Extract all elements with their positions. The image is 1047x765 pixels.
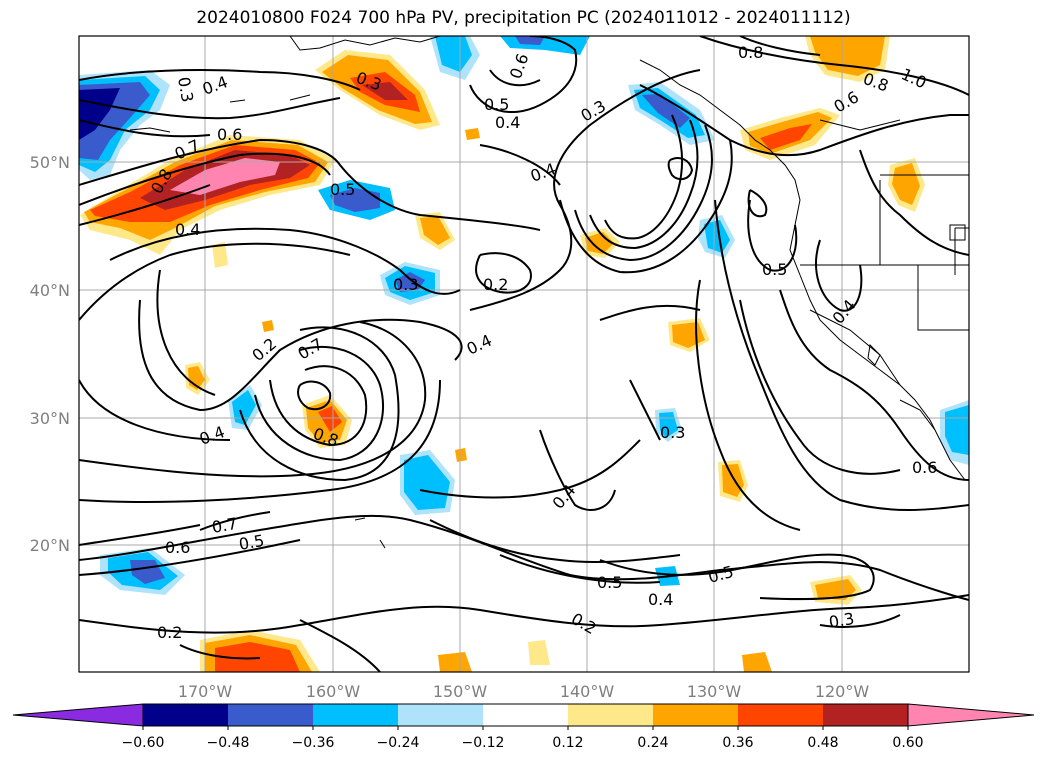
colorbar-swatch [398, 704, 483, 726]
map-title: 2024010800 F024 700 hPa PV, precipitatio… [196, 8, 851, 28]
contour-labels: 0.3 0.4 0.6 0.7 0.8 0.3 0.5 0.4 0.6 0.3 … [147, 43, 937, 642]
colorbar-swatch [228, 704, 313, 726]
colorbar-tick-label: −0.12 [462, 735, 505, 751]
contour-label: 0.5 [330, 180, 355, 199]
colorbar-tick-label: 0.36 [722, 735, 753, 751]
contour-label: 0.2 [157, 623, 182, 642]
colorbar-swatch [483, 704, 568, 726]
colorbar-tick-label: −0.24 [377, 735, 420, 751]
contour-label: 0.6 [912, 458, 937, 477]
colorbar-tick-label: −0.36 [292, 735, 335, 751]
contour-label: 0.3 [174, 75, 197, 103]
pv-contours [79, 36, 969, 672]
contour-label: 0.7 [210, 514, 238, 537]
contour-label: 0.4 [175, 220, 200, 239]
lon-label-140w: 140°W [560, 682, 615, 701]
contour-label: 0.3 [827, 609, 855, 632]
colorbar-extend-high [907, 703, 1035, 727]
colorbar-swatch [313, 704, 398, 726]
contour-label: 0.5 [484, 95, 509, 114]
colorbar-tick-label: 0.24 [637, 735, 668, 751]
colorbar-tick-label: 0.48 [807, 735, 838, 751]
colorbar-swatch [143, 704, 228, 726]
colorbar-extend-low [12, 703, 144, 727]
contour-label: 0.8 [738, 43, 763, 62]
colorbar-swatch [738, 704, 823, 726]
contour-label: 0.4 [495, 113, 520, 132]
colorbar-tick-label: 0.12 [552, 735, 583, 751]
colorbar-outline [142, 703, 909, 727]
contour-label: 0.5 [237, 531, 265, 554]
colorbar-swatch [823, 704, 908, 726]
lon-label-130w: 130°W [687, 682, 742, 701]
lat-label-50n: 50°N [30, 153, 70, 172]
colorbar: −0.60 −0.48 −0.36 −0.24 −0.12 0.12 0.24 0.36 0.4… [12, 703, 1035, 751]
contour-label: 0.6 [165, 538, 190, 557]
contour-label: 0.3 [393, 275, 418, 294]
longitude-labels: 170°W 160°W 150°W 140°W 130°W 120°W [178, 682, 870, 701]
colorbar-tick-label: 0.60 [892, 735, 923, 751]
lon-label-160w: 160°W [306, 682, 361, 701]
lon-label-170w: 170°W [178, 682, 233, 701]
lon-label-150w: 150°W [433, 682, 488, 701]
colorbar-swatch [653, 704, 738, 726]
lat-label-40n: 40°N [30, 281, 70, 300]
lat-label-30n: 30°N [30, 409, 70, 428]
contour-label: 0.3 [660, 423, 685, 442]
colorbar-swatch [568, 704, 653, 726]
map-frame [78, 35, 970, 673]
colorbar-tick-label: −0.60 [122, 735, 165, 751]
precip-fill-layer [79, 36, 969, 672]
contour-label: 0.6 [217, 125, 242, 144]
coastlines [129, 36, 969, 549]
contour-label: 0.5 [597, 573, 622, 592]
contour-label: 0.4 [648, 590, 673, 609]
latitude-labels: 50°N 40°N 30°N 20°N [30, 153, 70, 555]
lon-label-120w: 120°W [815, 682, 870, 701]
contour-label: 0.5 [762, 260, 787, 279]
lat-label-20n: 20°N [30, 536, 70, 555]
colorbar-tick-label: −0.48 [207, 735, 250, 751]
map-area: 0.3 0.4 0.6 0.7 0.8 0.3 0.5 0.4 0.6 0.3 … [79, 36, 969, 672]
contour-label: 0.2 [483, 275, 508, 294]
